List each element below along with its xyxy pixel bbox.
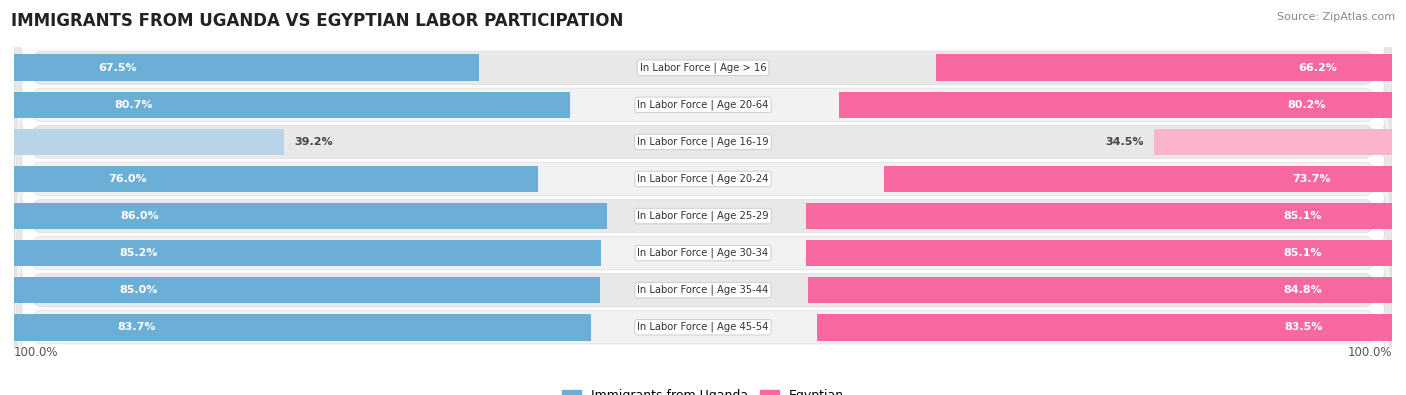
Bar (817, 314, 1392, 340)
Bar (14, 92, 569, 118)
Text: 85.1%: 85.1% (1284, 248, 1322, 258)
Bar (936, 55, 1392, 81)
Text: In Labor Force | Age 30-34: In Labor Force | Age 30-34 (637, 248, 769, 258)
Bar (884, 166, 1392, 192)
Text: 85.2%: 85.2% (120, 248, 159, 258)
Text: 39.2%: 39.2% (294, 137, 333, 147)
FancyBboxPatch shape (14, 0, 1392, 237)
Text: 34.5%: 34.5% (1105, 137, 1144, 147)
Text: 100.0%: 100.0% (14, 346, 59, 359)
FancyBboxPatch shape (14, 0, 1392, 199)
Text: 83.5%: 83.5% (1285, 322, 1323, 332)
Text: 80.7%: 80.7% (114, 100, 153, 110)
Bar (14, 128, 284, 155)
Bar (14, 203, 606, 229)
Text: Source: ZipAtlas.com: Source: ZipAtlas.com (1277, 12, 1395, 22)
Bar (14, 55, 479, 81)
Text: 80.2%: 80.2% (1286, 100, 1326, 110)
Text: In Labor Force | Age 45-54: In Labor Force | Age 45-54 (637, 322, 769, 333)
Text: 83.7%: 83.7% (118, 322, 156, 332)
Bar (14, 166, 537, 192)
FancyBboxPatch shape (14, 122, 1392, 385)
Bar (807, 277, 1392, 303)
Legend: Immigrants from Uganda, Egyptian: Immigrants from Uganda, Egyptian (557, 384, 849, 395)
FancyBboxPatch shape (14, 85, 1392, 348)
Text: 67.5%: 67.5% (98, 63, 136, 73)
Text: In Labor Force | Age 25-29: In Labor Force | Age 25-29 (637, 211, 769, 221)
Text: 85.0%: 85.0% (120, 285, 157, 295)
Bar (806, 240, 1392, 267)
Text: 86.0%: 86.0% (121, 211, 159, 221)
Text: 66.2%: 66.2% (1298, 63, 1337, 73)
Bar (14, 314, 591, 340)
Text: 85.1%: 85.1% (1284, 211, 1322, 221)
Text: In Labor Force | Age 35-44: In Labor Force | Age 35-44 (637, 285, 769, 295)
FancyBboxPatch shape (14, 47, 1392, 310)
Text: In Labor Force | Age 20-64: In Labor Force | Age 20-64 (637, 100, 769, 110)
Text: IMMIGRANTS FROM UGANDA VS EGYPTIAN LABOR PARTICIPATION: IMMIGRANTS FROM UGANDA VS EGYPTIAN LABOR… (11, 12, 624, 30)
Bar (1154, 128, 1392, 155)
Text: 100.0%: 100.0% (1347, 346, 1392, 359)
Text: In Labor Force | Age 16-19: In Labor Force | Age 16-19 (637, 137, 769, 147)
Text: In Labor Force | Age > 16: In Labor Force | Age > 16 (640, 62, 766, 73)
Bar (806, 203, 1392, 229)
FancyBboxPatch shape (14, 10, 1392, 273)
Text: In Labor Force | Age 20-24: In Labor Force | Age 20-24 (637, 174, 769, 184)
Text: 84.8%: 84.8% (1284, 285, 1322, 295)
Bar (14, 277, 599, 303)
Bar (839, 92, 1392, 118)
Bar (14, 240, 600, 267)
Text: 76.0%: 76.0% (108, 174, 148, 184)
FancyBboxPatch shape (14, 158, 1392, 395)
FancyBboxPatch shape (14, 196, 1392, 395)
Text: 73.7%: 73.7% (1292, 174, 1331, 184)
